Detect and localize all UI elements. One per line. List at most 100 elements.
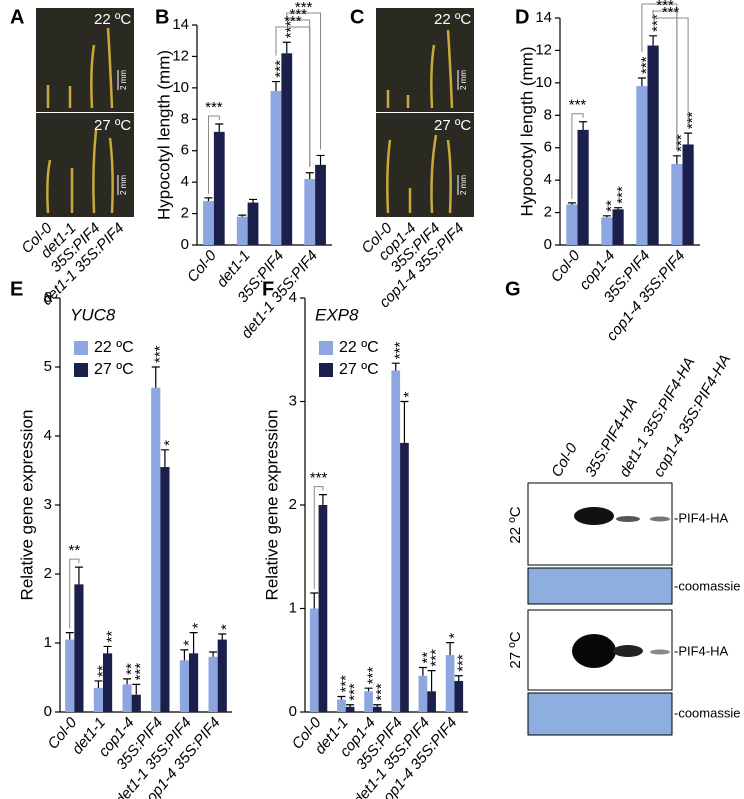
significance: *** xyxy=(284,13,302,30)
error-bar xyxy=(218,633,227,640)
significance: *** xyxy=(132,663,149,681)
bracket xyxy=(652,9,689,128)
bar xyxy=(682,144,694,245)
bar xyxy=(247,202,259,245)
bar xyxy=(372,706,382,712)
error-bar xyxy=(151,366,160,388)
significance: ** xyxy=(94,665,111,677)
bar xyxy=(122,684,132,712)
photo xyxy=(376,8,474,112)
y-tick-label: 14 xyxy=(535,9,552,26)
error-bar xyxy=(180,649,189,661)
y-axis-label: Relative gene expression xyxy=(262,410,281,601)
temp-label: 22 ºC xyxy=(434,11,471,28)
legend-swatch xyxy=(319,341,333,355)
bar xyxy=(577,129,589,245)
y-tick-label: 2 xyxy=(544,204,552,221)
y-tick-label: 2 xyxy=(181,205,189,222)
bar xyxy=(236,216,248,245)
y-tick-label: 0 xyxy=(44,703,52,720)
y-tick-label: 12 xyxy=(172,47,189,64)
temp-label: 27 ºC xyxy=(434,117,471,134)
temp-label: 27 ºC xyxy=(507,631,524,668)
y-tick-label: 1 xyxy=(289,599,297,616)
bar xyxy=(270,91,282,245)
legend-label: 22 ºC xyxy=(94,339,134,356)
y-tick-label: 4 xyxy=(544,171,552,188)
bar xyxy=(131,694,141,712)
bar xyxy=(74,584,84,712)
error-bar xyxy=(649,35,658,46)
bar xyxy=(203,201,214,245)
significance: *** xyxy=(684,111,701,129)
error-bar xyxy=(602,215,611,218)
bar xyxy=(427,691,436,712)
y-tick-label: 3 xyxy=(44,496,52,513)
significance: * xyxy=(190,623,207,629)
y-tick-label: 6 xyxy=(181,142,189,159)
y-tick-label: 10 xyxy=(535,74,552,91)
error-bar xyxy=(454,675,463,681)
bar xyxy=(189,653,199,712)
significance: *** xyxy=(649,14,666,32)
significance: *** xyxy=(346,683,363,701)
bracket xyxy=(286,12,322,150)
band-label: -coomassie xyxy=(674,705,740,720)
legend-swatch xyxy=(74,341,88,355)
panel-letter: G xyxy=(505,278,521,300)
band-label: -PIF4-HA xyxy=(674,643,729,658)
error-bar xyxy=(65,632,74,640)
panel-letter: C xyxy=(350,6,364,28)
significance: ** xyxy=(419,652,436,664)
bar xyxy=(364,691,373,712)
y-axis-label: Hypocotyl length (mm) xyxy=(517,46,536,216)
y-tick-label: 10 xyxy=(172,79,189,96)
significance: * xyxy=(180,640,197,646)
bar xyxy=(93,687,103,712)
significance: *** xyxy=(614,186,631,204)
bar xyxy=(454,680,464,712)
bar xyxy=(612,209,624,245)
significance: *** xyxy=(310,470,328,487)
significance: * xyxy=(446,633,463,639)
error-bar xyxy=(94,680,103,688)
subtitle: YUC8 xyxy=(70,305,116,324)
panel-letter: D xyxy=(515,6,529,28)
significance: *** xyxy=(365,667,382,685)
significance: * xyxy=(161,440,178,446)
bar xyxy=(318,505,328,712)
significance: *** xyxy=(283,21,300,39)
bar xyxy=(315,164,326,245)
y-tick-label: 8 xyxy=(544,106,552,123)
significance: *** xyxy=(656,0,674,14)
temp-label: 22 ºC xyxy=(507,506,524,543)
bar xyxy=(103,653,113,712)
significance: *** xyxy=(152,345,169,363)
significance: * xyxy=(218,624,235,630)
significance: ** xyxy=(104,631,121,643)
band xyxy=(616,516,640,522)
y-tick-label: 1 xyxy=(44,634,52,651)
band xyxy=(572,634,616,668)
y-tick-label: 4 xyxy=(44,427,52,444)
bracket xyxy=(69,558,80,629)
error-bar xyxy=(364,687,373,692)
error-bar xyxy=(400,400,409,443)
bar xyxy=(345,706,355,712)
scale-label: 2 mm xyxy=(119,175,128,195)
y-tick-label: 4 xyxy=(289,289,297,306)
bar xyxy=(151,387,161,712)
significance: *** xyxy=(651,0,669,7)
bar xyxy=(208,656,218,712)
lane-label: Col-0 xyxy=(548,440,581,480)
temp-label: 27 ºC xyxy=(94,117,131,134)
bar xyxy=(304,179,316,245)
bracket xyxy=(313,486,324,589)
y-tick-label: 6 xyxy=(544,139,552,156)
significance: *** xyxy=(205,99,223,116)
bar xyxy=(636,86,648,245)
error-bar xyxy=(189,632,198,654)
significance: *** xyxy=(569,97,587,114)
error-bar xyxy=(282,41,291,54)
